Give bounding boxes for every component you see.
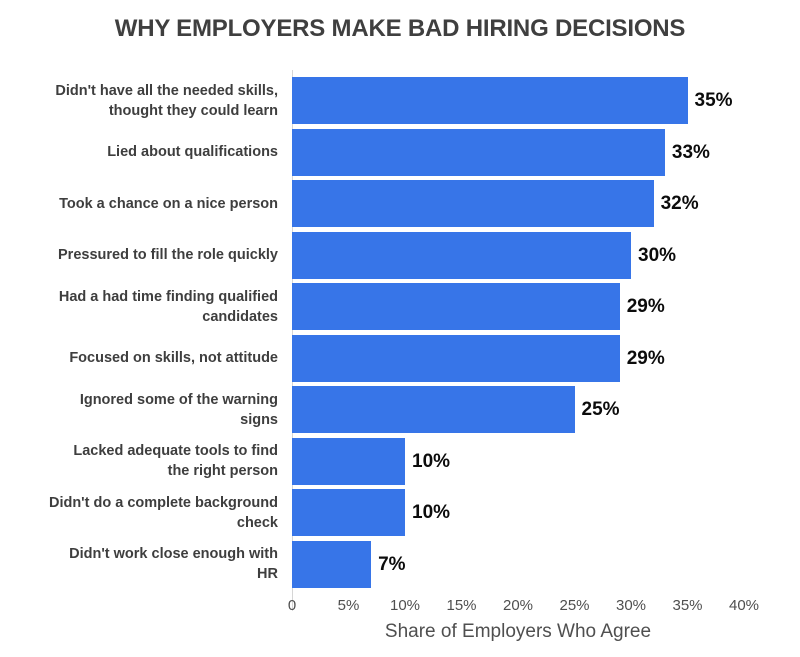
x-axis-title: Share of Employers Who Agree xyxy=(384,621,652,642)
value-label: 30% xyxy=(638,244,677,266)
bar-track: 29% xyxy=(292,334,800,382)
bar xyxy=(292,437,405,485)
value-label: 32% xyxy=(660,193,699,215)
bar xyxy=(292,540,372,588)
chart-row: Took a chance on a nice person 32% xyxy=(0,178,800,230)
chart-row: Didn't do a complete background check 10% xyxy=(0,487,800,539)
x-axis-tick-label: 40% xyxy=(728,597,760,614)
chart-row: Didn't work close enough with HR 7% xyxy=(0,539,800,591)
chart-title: WHY EMPLOYERS MAKE BAD HIRING DECISIONS xyxy=(114,15,686,42)
bar-track: 29% xyxy=(292,283,800,331)
x-axis-tick-label: 20% xyxy=(502,597,534,614)
chart-row: Had a had time finding qualified candida… xyxy=(0,281,800,333)
bar xyxy=(292,128,665,176)
chart-rows: Didn't have all the needed skills, thoug… xyxy=(0,75,800,590)
category-label: Didn't do a complete background check xyxy=(48,494,278,531)
chart-row: Ignored some of the warning signs 25% xyxy=(0,384,800,436)
category-label: Didn't work close enough with HR xyxy=(69,546,278,583)
value-label: 35% xyxy=(694,90,733,112)
x-axis-tick-label: 25% xyxy=(559,597,590,614)
x-axis: 0 5% 10% 15% 20% 25% 30% 35% 40% xyxy=(0,597,800,617)
chart-row: Lacked adequate tools to find the right … xyxy=(0,436,800,488)
value-label: 29% xyxy=(626,296,665,318)
chart-row: Focused on skills, not attitude 29% xyxy=(0,333,800,385)
bar xyxy=(292,334,620,382)
bar-track: 35% xyxy=(292,77,800,125)
category-label: Lacked adequate tools to find the right … xyxy=(73,443,278,480)
chart-row: Pressured to fill the role quickly 30% xyxy=(0,230,800,282)
bar-track: 33% xyxy=(292,128,800,176)
value-label: 25% xyxy=(581,399,620,421)
chart-row: Didn't have all the needed skills, thoug… xyxy=(0,75,800,127)
bar xyxy=(292,231,631,279)
value-label: 33% xyxy=(671,141,710,163)
value-label: 10% xyxy=(412,450,451,472)
x-axis-tick-label: 35% xyxy=(672,597,703,614)
category-label: Focused on skills, not attitude xyxy=(69,350,278,367)
category-label: Lied about qualifications xyxy=(107,144,278,161)
bar-track: 25% xyxy=(292,386,800,434)
category-label: Had a had time finding qualified candida… xyxy=(58,288,278,325)
bar-track: 32% xyxy=(292,180,800,228)
category-label: Didn't have all the needed skills, thoug… xyxy=(55,82,278,119)
category-label: Ignored some of the warning signs xyxy=(79,391,278,428)
bar xyxy=(292,180,654,228)
x-axis-tick-label: 5% xyxy=(337,597,360,614)
x-axis-tick-label: 30% xyxy=(615,597,647,614)
x-axis-tick-label: 10% xyxy=(389,597,421,614)
bar-track: 10% xyxy=(292,437,800,485)
category-label: Pressured to fill the role quickly xyxy=(58,247,278,264)
x-axis-tick-label: 15% xyxy=(446,597,477,614)
category-label: Took a chance on a nice person xyxy=(59,195,278,212)
value-label: 7% xyxy=(378,553,406,575)
x-axis-tick-label: 0 xyxy=(287,597,297,614)
value-label: 29% xyxy=(626,347,665,369)
bar-track: 30% xyxy=(292,231,800,279)
bar xyxy=(292,386,575,434)
bar xyxy=(292,77,688,125)
chart-row: Lied about qualifications 33% xyxy=(0,127,800,179)
bar-track: 7% xyxy=(292,540,800,588)
value-label: 10% xyxy=(412,502,451,524)
bar xyxy=(292,489,405,537)
bar-track: 10% xyxy=(292,489,800,537)
bar xyxy=(292,283,620,331)
